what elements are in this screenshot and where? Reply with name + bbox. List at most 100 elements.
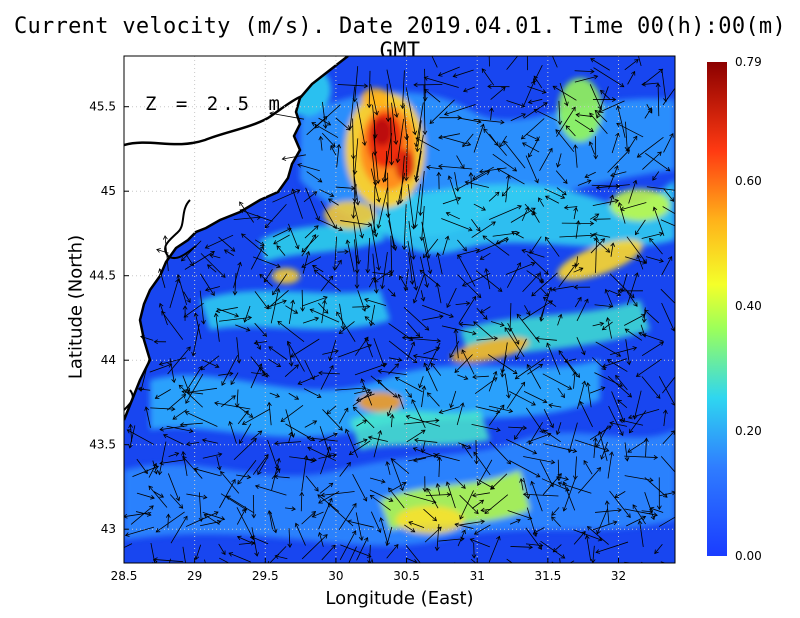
velocity-arrowhead <box>213 511 219 516</box>
x-axis-label: Longitude (East) <box>325 588 474 609</box>
velocity-arrowhead <box>150 494 155 500</box>
velocity-arrow <box>497 168 525 185</box>
velocity-arrow <box>424 77 459 88</box>
velocity-arrow <box>303 388 322 398</box>
velocity-arrow <box>407 240 417 291</box>
velocity-arrow <box>426 166 443 170</box>
velocity-arrowhead <box>153 469 159 475</box>
velocity-arrow <box>124 512 152 518</box>
velocity-arrow <box>576 256 579 267</box>
velocity-arrow <box>618 202 626 224</box>
velocity-arrowhead <box>385 461 391 466</box>
velocity-arrow <box>273 234 290 245</box>
velocity-arrowhead <box>361 141 367 146</box>
velocity-arrowhead <box>257 470 262 476</box>
velocity-arrow <box>589 112 608 135</box>
velocity-arrowhead <box>487 84 492 89</box>
velocity-arrowhead <box>532 529 538 534</box>
velocity-arrowhead <box>484 267 489 273</box>
velocity-arrowhead <box>329 365 334 370</box>
velocity-arrowhead <box>193 312 199 318</box>
velocity-arrowhead <box>239 201 244 206</box>
velocity-arrowhead <box>519 478 524 483</box>
velocity-arrow <box>619 419 644 426</box>
velocity-arrowhead <box>230 380 235 386</box>
velocity-arrow <box>202 511 225 520</box>
velocity-arrow <box>236 508 246 525</box>
velocity-arrow <box>352 306 370 308</box>
velocity-arrow <box>480 252 491 260</box>
velocity-arrow <box>195 313 202 340</box>
velocity-arrowhead <box>459 402 465 408</box>
velocity-arrow <box>166 425 193 432</box>
velocity-arrow <box>523 477 529 499</box>
velocity-arrow <box>510 113 526 122</box>
velocity-arrowhead <box>583 460 588 465</box>
velocity-arrow <box>429 99 455 124</box>
velocity-arrowhead <box>155 528 161 533</box>
velocity-arrow <box>628 409 660 419</box>
velocity-arrowhead <box>352 530 357 535</box>
velocity-arrowhead <box>239 208 245 214</box>
velocity-arrowhead <box>644 309 649 315</box>
velocity-arrow <box>284 364 299 377</box>
velocity-arrow <box>609 195 614 206</box>
velocity-arrowhead <box>287 543 293 548</box>
velocity-arrow <box>504 373 510 398</box>
velocity-arrowhead <box>412 358 418 364</box>
velocity-arrowhead <box>332 453 337 458</box>
velocity-arrow <box>326 405 337 414</box>
velocity-arrowhead <box>612 520 618 526</box>
velocity-arrow <box>228 552 251 563</box>
velocity-arrow <box>318 117 331 126</box>
velocity-arrowhead <box>175 496 181 502</box>
velocity-arrow <box>584 171 596 178</box>
y-tick-label: 43 <box>101 522 116 536</box>
velocity-arrowhead <box>595 185 601 190</box>
velocity-arrowhead <box>259 245 264 251</box>
velocity-arrow <box>472 492 490 496</box>
velocity-arrow <box>663 188 674 202</box>
velocity-arrow <box>254 341 268 344</box>
velocity-arrowhead <box>401 481 407 487</box>
velocity-arrow <box>431 56 438 68</box>
velocity-arrow <box>406 321 420 337</box>
velocity-arrowhead <box>312 420 318 425</box>
velocity-arrow <box>626 516 646 527</box>
velocity-arrowhead <box>376 266 381 271</box>
velocity-arrow <box>180 422 203 426</box>
velocity-arrow <box>334 236 337 271</box>
velocity-arrowhead <box>229 574 233 578</box>
velocity-arrow <box>457 529 466 547</box>
velocity-arrowhead <box>421 385 427 390</box>
velocity-arrow <box>611 132 619 154</box>
velocity-arrowhead <box>328 482 334 488</box>
velocity-arrowhead <box>616 291 622 297</box>
velocity-arrowhead <box>609 194 615 200</box>
velocity-arrowhead <box>573 206 579 212</box>
velocity-arrow <box>488 191 500 202</box>
velocity-arrow <box>577 381 586 410</box>
velocity-arrowhead <box>318 499 323 504</box>
velocity-arrowhead <box>422 253 428 259</box>
velocity-arrowhead <box>572 371 578 377</box>
velocity-arrow <box>641 376 661 399</box>
velocity-arrowhead <box>228 552 234 557</box>
velocity-arrowhead <box>533 75 538 81</box>
velocity-arrow <box>465 181 489 188</box>
velocity-arrow <box>523 390 547 403</box>
velocity-arrow <box>533 75 543 89</box>
velocity-arrowhead <box>544 270 549 275</box>
velocity-arrow <box>475 406 500 413</box>
velocity-arrowhead <box>410 528 416 533</box>
velocity-arrow <box>415 134 424 180</box>
velocity-arrow <box>321 544 336 561</box>
velocity-arrow <box>397 118 405 163</box>
velocity-arrow <box>461 349 475 375</box>
velocity-arrowhead <box>188 428 194 434</box>
velocity-arrowhead <box>648 509 654 514</box>
velocity-arrow <box>177 274 188 306</box>
velocity-arrowhead <box>336 143 342 149</box>
velocity-arrowhead <box>162 235 168 240</box>
velocity-arrow <box>548 404 562 408</box>
